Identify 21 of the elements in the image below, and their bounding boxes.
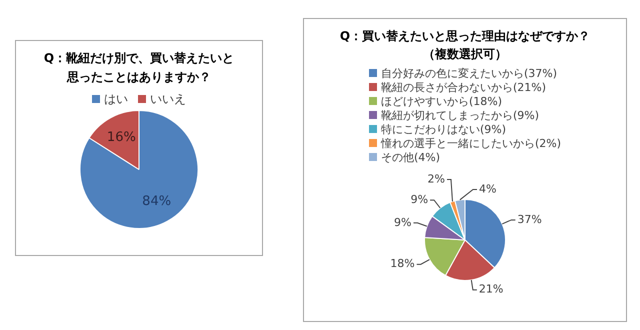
data-label: 9% [410,192,428,206]
legend-label: その他(4%) [380,151,442,165]
chart-title: Q：靴紐だけ別で、買い替えたいと思ったことはありますか？ [42,50,236,86]
chart-title: Q：買い替えたいと思った理由はなぜですか？ [338,28,592,45]
data-label: 4% [479,182,496,196]
data-label: 21% [478,282,504,296]
legend-label: ほどけやすいから(18%) [380,95,504,109]
legend-label: 特にこだわりはない(9%) [380,123,508,137]
data-label: 84% [142,194,172,209]
data-label: 18% [390,257,415,270]
chart-subtitle: （複数選択可） [422,46,508,63]
legend-label: 憧れの選手と一緒にしたいから(2%) [380,137,562,151]
data-label: 16% [106,130,136,145]
data-label: 37% [517,212,542,226]
legend-label: 靴紐の長さが合わないから(21%) [380,81,548,95]
legend-label: はい [103,91,128,108]
legend-label: 靴紐が切れてしまったから(9%) [380,109,540,123]
data-label: 9% [394,216,412,229]
legend-label: いいえ [149,91,186,108]
legend-label: 自分好みの色に変えたいから(37%) [380,67,558,81]
data-label: 2% [428,172,445,186]
